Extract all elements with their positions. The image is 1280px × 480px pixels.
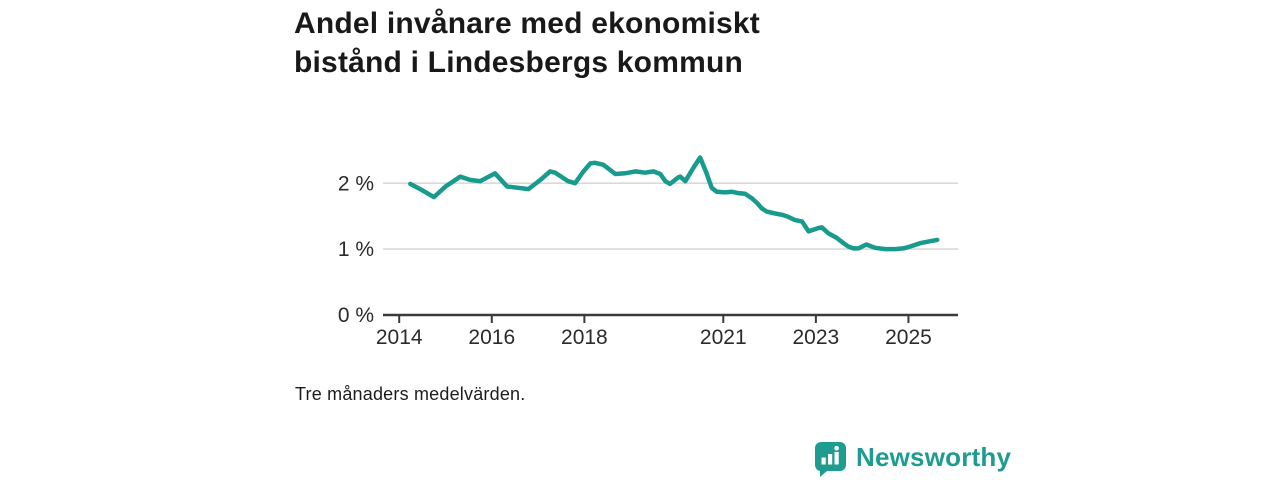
y-tick-label: 0 %	[338, 304, 374, 327]
newsworthy-bar-chart-bubble-icon	[815, 442, 846, 477]
chart-footnote: Tre månaders medelvärden.	[295, 384, 526, 404]
page-title-line1: Andel invånare med ekonomiskt	[294, 7, 760, 40]
x-tick-label: 2023	[793, 326, 840, 349]
y-tick-label: 2 %	[338, 172, 374, 195]
x-tick-label: 2021	[700, 326, 747, 349]
series-polyline	[408, 155, 940, 252]
chart-axis	[383, 313, 958, 323]
x-tick-label: 2016	[468, 326, 515, 349]
line-chart-svg: 0 % 1 % 2 % 2014 2016 2018 2021 2023 2025	[338, 155, 958, 349]
chart-tick-labels: 0 % 1 % 2 % 2014 2016 2018 2021 2023 2025	[338, 172, 932, 349]
chart-series-line	[408, 155, 940, 252]
x-tick-label: 2014	[376, 326, 423, 349]
newsworthy-logo: Newsworthy	[814, 441, 1011, 477]
newsworthy-wordmark: Newsworthy	[856, 442, 1012, 472]
page-title: Andel invånare med ekonomiskt bistånd i …	[294, 4, 914, 82]
page-title-line2: bistånd i Lindesbergs kommun	[294, 46, 743, 79]
chart-gridlines	[383, 182, 958, 250]
x-tick-label: 2018	[561, 326, 608, 349]
y-tick-label: 1 %	[338, 238, 374, 261]
line-chart: 0 % 1 % 2 % 2014 2016 2018 2021 2023 2025	[330, 140, 980, 355]
x-tick-label: 2025	[885, 326, 932, 349]
